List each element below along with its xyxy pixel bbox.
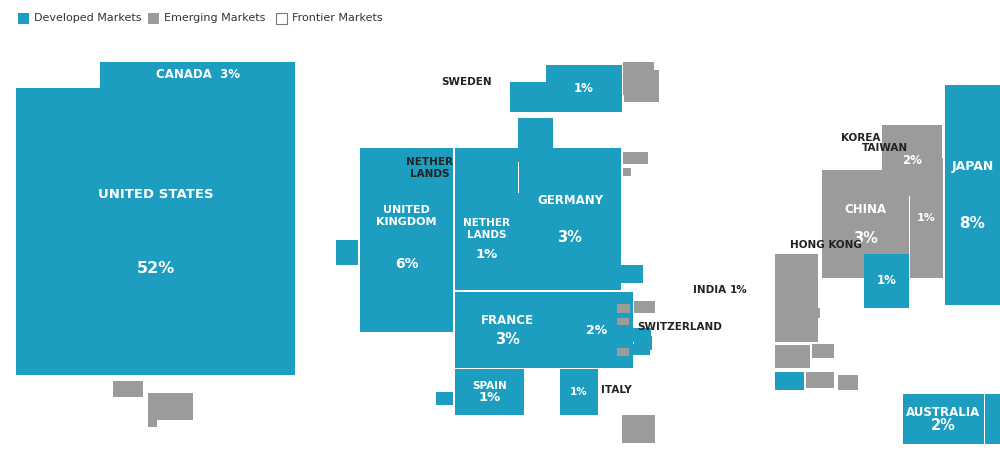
Bar [360,148,453,332]
Bar [775,345,810,368]
Text: 1%: 1% [917,213,936,223]
Bar [634,336,652,350]
Text: 1%: 1% [877,274,896,288]
Bar [623,62,654,95]
Bar [100,62,295,88]
Text: JAPAN: JAPAN [951,160,994,173]
Text: HONG KONG: HONG KONG [790,240,862,250]
Text: FRANCE: FRANCE [481,313,534,327]
Bar [617,348,629,356]
Text: TAIWAN: TAIWAN [862,143,908,153]
Bar [822,170,909,278]
Bar [455,292,560,368]
Bar [775,254,818,342]
Bar [560,369,598,415]
Text: UNITED STATES: UNITED STATES [98,188,213,201]
Text: SPAIN: SPAIN [472,381,507,391]
Bar [455,148,518,193]
Text: Developed Markets: Developed Markets [34,13,142,23]
Text: 1%: 1% [570,387,588,397]
Bar [903,394,984,444]
Text: Emerging Markets: Emerging Markets [164,13,265,23]
Text: 3%: 3% [495,333,520,347]
Text: SWITZERLAND: SWITZERLAND [637,322,722,332]
Text: 1%: 1% [574,82,594,95]
Bar [624,70,659,102]
Bar [148,406,157,414]
Bar [810,308,820,318]
Text: 1%: 1% [730,285,748,295]
Text: Frontier Markets: Frontier Markets [292,13,383,23]
Bar [518,118,553,162]
Bar [148,393,157,403]
Bar [622,415,655,443]
Text: NETHER
LANDS: NETHER LANDS [464,218,511,240]
Bar [945,85,1000,305]
Text: 1%: 1% [478,391,501,404]
Bar [336,240,358,265]
Text: ITALY: ITALY [601,385,632,395]
Text: AUSTRALIA: AUSTRALIA [906,406,981,419]
Text: INDIA: INDIA [693,285,726,295]
Bar [148,418,157,427]
Text: 6%: 6% [395,257,418,271]
Text: 1%: 1% [476,248,498,261]
Text: GERMANY: GERMANY [537,194,603,207]
Text: KOREA: KOREA [841,133,880,143]
Bar [864,254,909,308]
Text: 2%: 2% [902,154,922,167]
Bar [113,381,143,397]
Bar [546,65,622,112]
Bar [455,193,519,290]
Text: SWEDEN: SWEDEN [441,77,492,87]
Bar [882,125,942,196]
Bar [630,344,650,355]
Text: UNITED
KINGDOM: UNITED KINGDOM [376,205,437,227]
Bar [148,393,193,420]
Text: 2%: 2% [931,418,956,433]
Text: NETHER
LANDS: NETHER LANDS [406,157,453,179]
Bar [910,158,943,278]
Bar [632,328,651,342]
Bar [838,375,858,390]
Bar [775,372,804,390]
Bar [812,344,834,358]
Bar [617,318,629,325]
Bar [560,292,633,368]
Bar [623,152,648,164]
Text: 3%: 3% [558,230,582,245]
Bar [620,265,643,283]
Bar [436,392,453,405]
Text: 52%: 52% [136,261,175,276]
Text: 3%: 3% [853,231,878,246]
Bar [806,372,834,388]
Bar [276,13,287,24]
Bar [617,304,630,313]
Bar [519,148,621,290]
Bar [510,82,546,112]
Text: 2%: 2% [586,324,607,337]
Bar [985,394,1000,444]
Bar [634,301,655,313]
Text: 8%: 8% [960,216,985,231]
Text: CANADA  3%: CANADA 3% [156,69,240,81]
Bar [623,168,631,176]
Bar [16,88,295,375]
Bar [148,13,159,24]
Bar [455,369,524,415]
Text: CHINA: CHINA [844,203,887,217]
Bar [18,13,29,24]
